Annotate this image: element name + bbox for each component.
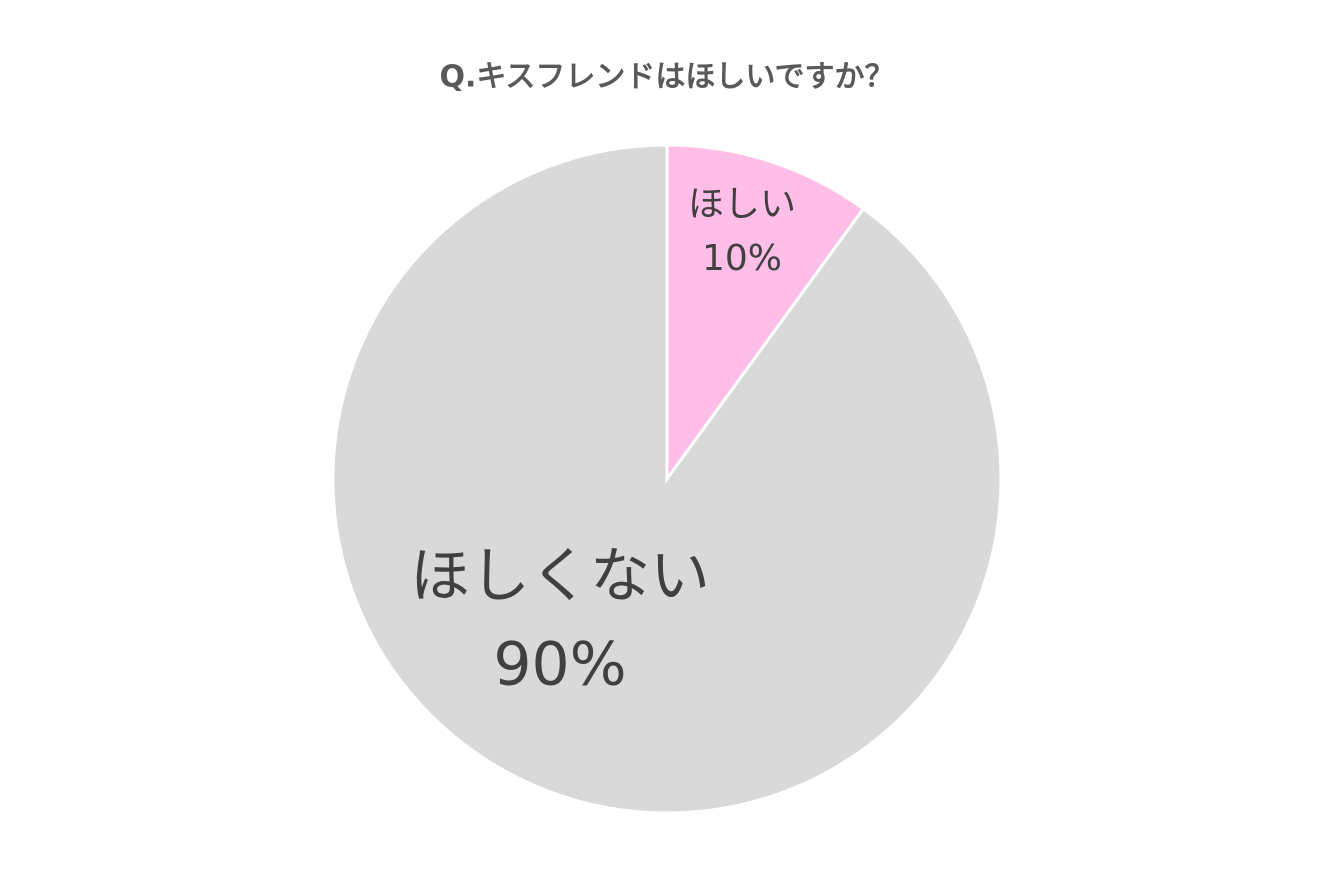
value-label: 90% <box>493 630 626 700</box>
pie-slice <box>331 143 1003 815</box>
slice-label: ほしい <box>688 184 796 225</box>
value-label: 10% <box>702 238 782 279</box>
data-labels: ほしい 10% ほしくない 90% <box>410 184 796 700</box>
chart-title: Q.キスフレンドはほしいですか？ <box>439 60 894 95</box>
slice-label: ほしくない <box>410 542 710 612</box>
pie <box>331 143 1003 815</box>
pie-slice <box>665 143 866 484</box>
